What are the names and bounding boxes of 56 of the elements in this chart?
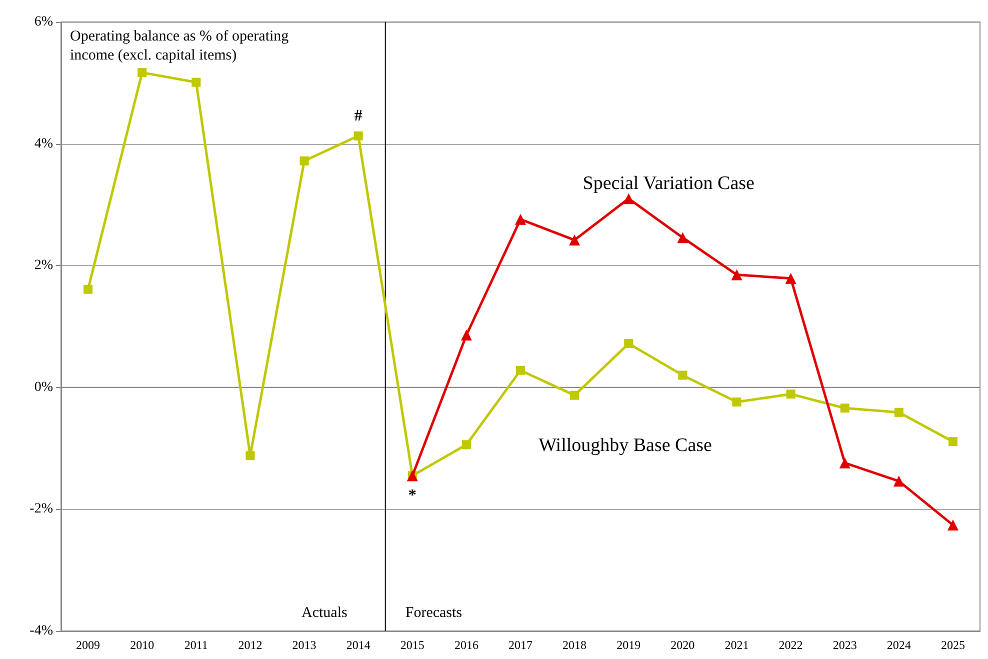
- point: [893, 476, 904, 487]
- point: [354, 131, 363, 140]
- annotation: *: [408, 487, 416, 504]
- x-tick-label: 2019: [616, 638, 641, 652]
- point: [246, 451, 255, 460]
- x-tick-label: 2014: [346, 638, 370, 652]
- point: [948, 437, 958, 446]
- y-tick-label: 0%: [34, 380, 54, 395]
- x-tick-label: 2023: [832, 638, 857, 652]
- series-label: Special Variation Case: [582, 172, 754, 194]
- x-tick-label: 2013: [292, 638, 316, 652]
- point: [785, 272, 796, 284]
- x-tick-label: 2021: [724, 638, 749, 652]
- x-tick-label: 2020: [670, 638, 695, 652]
- point: [623, 193, 634, 204]
- series-label: Willoughby Base Case: [538, 434, 712, 456]
- point: [947, 520, 958, 531]
- point: [138, 68, 147, 78]
- point: [460, 330, 472, 341]
- point: [732, 398, 742, 407]
- point: [839, 457, 850, 468]
- point: [84, 284, 93, 294]
- x-tick-label: 2025: [940, 638, 965, 652]
- point: [516, 366, 525, 375]
- text: Operating balance as % of operating income (excl. capital items): [70, 28, 292, 64]
- point: [624, 339, 634, 348]
- y-tick-label: 2%: [34, 258, 54, 274]
- x-tick-label: 2017: [508, 638, 532, 652]
- x-tick-label: 2016: [454, 638, 478, 652]
- annotation: Actuals: [302, 605, 348, 621]
- annotation: #: [354, 107, 362, 124]
- x-tick-label: 2009: [76, 638, 100, 652]
- point: [894, 408, 904, 417]
- point: [786, 390, 796, 399]
- x-tick-label: 2022: [778, 638, 803, 652]
- point: [515, 214, 526, 225]
- x-tick-label: 2011: [184, 638, 208, 652]
- point: [462, 440, 471, 450]
- point: [677, 232, 688, 244]
- point: [569, 234, 580, 246]
- point: [731, 269, 742, 280]
- point: [300, 156, 309, 166]
- x-tick-label: 2018: [562, 638, 587, 652]
- point: [678, 370, 688, 380]
- y-tick-label: -4%: [30, 624, 54, 638]
- y-tick-label: 6%: [34, 14, 54, 30]
- annotation: Forecasts: [405, 605, 462, 621]
- x-tick-label: 2024: [886, 638, 911, 652]
- point: [570, 390, 580, 400]
- point: [192, 78, 201, 87]
- y-tick-label: 4%: [34, 136, 54, 152]
- point: [840, 404, 850, 413]
- x-tick-label: 2015: [400, 638, 424, 652]
- x-tick-label: 2012: [238, 638, 262, 652]
- y-tick-label: -2%: [30, 502, 54, 517]
- x-tick-label: 2010: [130, 638, 154, 652]
